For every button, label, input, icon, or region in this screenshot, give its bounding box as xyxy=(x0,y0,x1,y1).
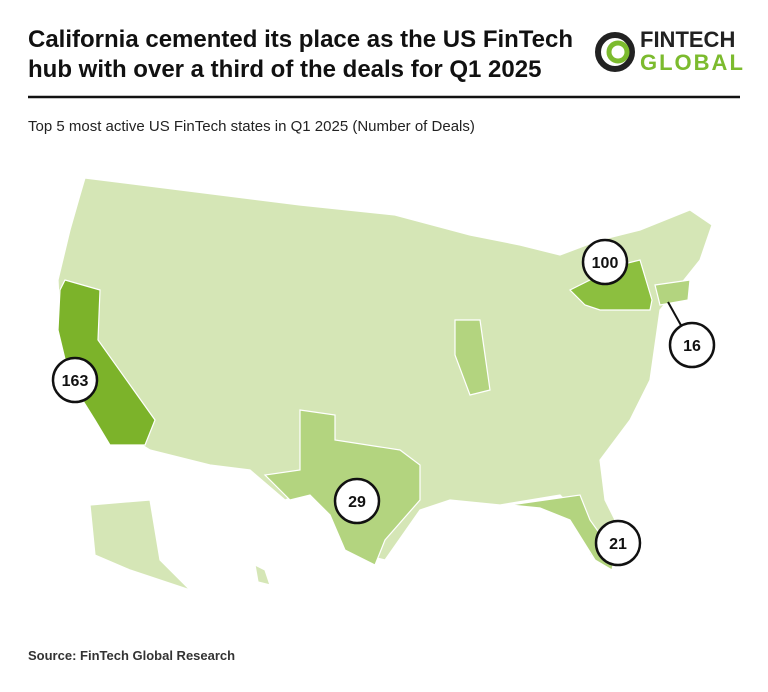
state-california xyxy=(57,279,156,446)
subtitle: Top 5 most active US FinTech states in Q… xyxy=(28,118,475,135)
state-massachusetts xyxy=(654,279,691,306)
callout-circle xyxy=(333,477,381,525)
callouts: 163 100 16 29 21 xyxy=(51,238,716,567)
source: Source: FinTech Global Research xyxy=(28,648,235,663)
callout-value: 16 xyxy=(683,338,701,355)
state-florida xyxy=(509,494,616,571)
state-hawaii xyxy=(254,563,271,586)
callout-circle xyxy=(51,356,99,404)
state-alaska xyxy=(89,499,191,591)
logo-text: FINTECH xyxy=(640,27,735,52)
callout-circle xyxy=(594,519,642,567)
logo-text: GLOBAL xyxy=(640,50,745,75)
logo-ring-inner xyxy=(606,40,630,64)
callout-value: 21 xyxy=(609,536,627,553)
title-line: hub with over a third of the deals for Q… xyxy=(28,56,541,83)
callout-value: 29 xyxy=(348,494,366,511)
logo-ring xyxy=(595,32,635,72)
us-map xyxy=(57,177,713,591)
callout-value: 100 xyxy=(592,255,619,272)
callout-circle xyxy=(668,321,716,369)
callout-value: 163 xyxy=(62,373,89,390)
state-illinois xyxy=(454,319,491,396)
logo: FINTECH GLOBAL xyxy=(595,27,745,75)
title-line: California cemented its place as the US … xyxy=(28,26,573,53)
callout-circle xyxy=(581,238,629,286)
